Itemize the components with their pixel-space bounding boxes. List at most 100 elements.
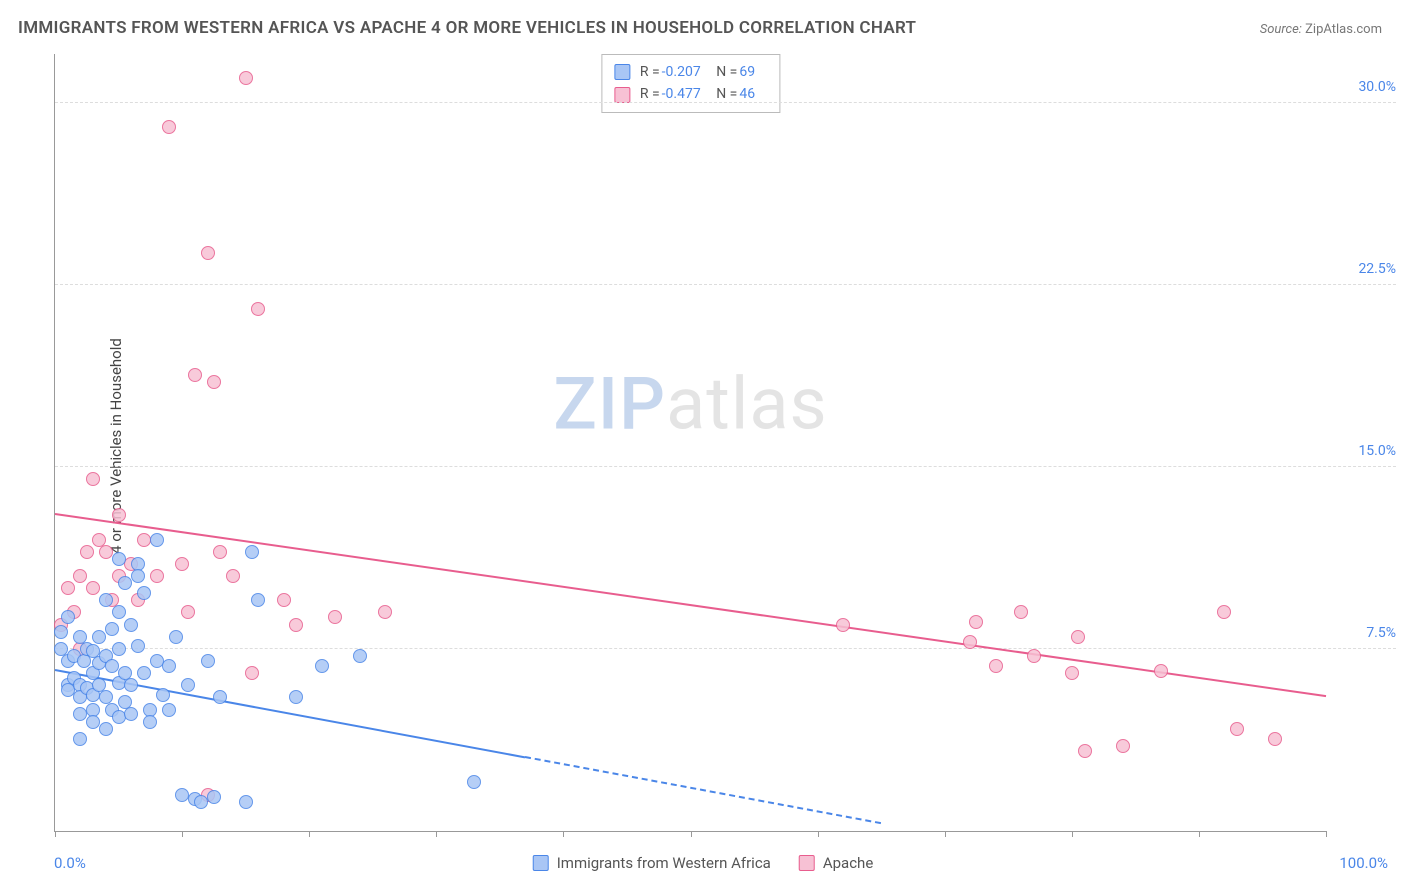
gridline (55, 648, 1396, 649)
data-point (105, 622, 119, 636)
r-label: R = (640, 86, 660, 102)
data-point (73, 569, 87, 583)
data-point (1116, 739, 1130, 753)
data-point (207, 790, 221, 804)
chart-title: IMMIGRANTS FROM WESTERN AFRICA VS APACHE… (18, 18, 916, 38)
watermark: ZIPatlas (553, 361, 827, 446)
data-point (131, 569, 145, 583)
legend-swatch-series-1 (614, 87, 630, 103)
data-point (124, 618, 138, 632)
data-point (162, 703, 176, 717)
data-point (289, 618, 303, 632)
data-point (112, 642, 126, 656)
r-value-0: -0.207 (662, 64, 701, 80)
data-point (467, 775, 481, 789)
gridline (55, 102, 1396, 103)
data-point (1027, 649, 1041, 663)
data-point (213, 690, 227, 704)
watermark-part2: atlas (666, 361, 828, 446)
x-axis-max-label: 100.0% (1339, 854, 1388, 872)
data-point (92, 630, 106, 644)
data-point (137, 666, 151, 680)
data-point (54, 625, 68, 639)
data-point (86, 472, 100, 486)
data-point (61, 581, 75, 595)
data-point (1230, 722, 1244, 736)
data-point (989, 659, 1003, 673)
x-tick-mark (563, 831, 564, 837)
x-tick-mark (1072, 831, 1073, 837)
watermark-part1: ZIP (553, 361, 666, 446)
data-point (353, 649, 367, 663)
data-point (137, 586, 151, 600)
n-value-1: 46 (739, 86, 755, 102)
y-tick-label: 7.5% (1336, 625, 1396, 641)
legend-label-0: Immigrants from Western Africa (557, 854, 771, 872)
data-point (112, 552, 126, 566)
data-point (963, 635, 977, 649)
r-value-1: -0.477 (662, 86, 701, 102)
data-point (1217, 605, 1231, 619)
data-point (118, 576, 132, 590)
data-point (124, 707, 138, 721)
x-tick-mark (691, 831, 692, 837)
x-tick-mark (309, 831, 310, 837)
data-point (181, 678, 195, 692)
x-tick-mark (436, 831, 437, 837)
data-point (245, 666, 259, 680)
legend-swatch-series-1 (799, 855, 815, 871)
source-label: Source: (1260, 22, 1302, 37)
data-point (245, 545, 259, 559)
data-point (112, 605, 126, 619)
data-point (836, 618, 850, 632)
data-point (112, 508, 126, 522)
r-label: R = (640, 64, 660, 80)
source-attribution: Source: ZipAtlas.com (1260, 22, 1382, 37)
data-point (156, 688, 170, 702)
x-axis-min-label: 0.0% (54, 854, 86, 872)
data-point (378, 605, 392, 619)
data-point (99, 722, 113, 736)
data-point (226, 569, 240, 583)
y-tick-label: 22.5% (1336, 261, 1396, 277)
data-point (124, 678, 138, 692)
data-point (251, 593, 265, 607)
n-label: N = (716, 86, 737, 102)
x-tick-mark (945, 831, 946, 837)
data-point (99, 593, 113, 607)
x-tick-mark (182, 831, 183, 837)
data-point (239, 795, 253, 809)
legend-swatch-series-0 (614, 64, 630, 80)
data-point (1071, 630, 1085, 644)
data-point (201, 654, 215, 668)
data-point (1065, 666, 1079, 680)
data-point (201, 246, 215, 260)
n-label: N = (716, 64, 737, 80)
source-value: ZipAtlas.com (1305, 22, 1382, 37)
data-point (315, 659, 329, 673)
data-point (162, 659, 176, 673)
data-point (289, 690, 303, 704)
data-point (207, 375, 221, 389)
data-point (277, 593, 291, 607)
legend-row: R =-0.207 N =69 (614, 61, 767, 83)
gridline (55, 284, 1396, 285)
data-point (162, 120, 176, 134)
data-point (251, 302, 265, 316)
data-point (150, 533, 164, 547)
correlation-legend: R =-0.207 N =69 R =-0.477 N =46 (601, 54, 780, 113)
n-value-0: 69 (739, 64, 755, 80)
x-tick-mark (818, 831, 819, 837)
data-point (213, 545, 227, 559)
scatter-plot-area: ZIPatlas R =-0.207 N =69 R =-0.477 N =46… (54, 54, 1326, 832)
legend-item: Immigrants from Western Africa (533, 854, 771, 872)
x-tick-mark (55, 831, 56, 837)
data-point (188, 368, 202, 382)
data-point (80, 545, 94, 559)
data-point (181, 605, 195, 619)
data-point (1154, 664, 1168, 678)
legend-swatch-series-0 (533, 855, 549, 871)
data-point (1014, 605, 1028, 619)
series-legend: Immigrants from Western Africa Apache (533, 854, 874, 872)
data-point (73, 732, 87, 746)
